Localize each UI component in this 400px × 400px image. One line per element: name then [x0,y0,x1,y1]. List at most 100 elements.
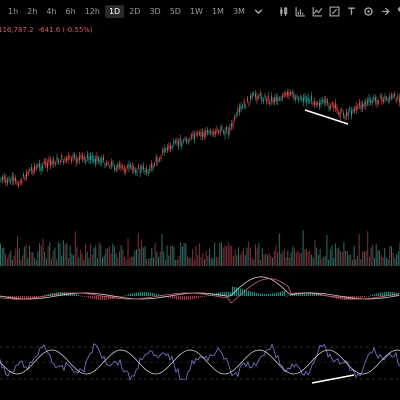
volume-pane [0,230,400,266]
timeframe-2h[interactable]: 2h [27,6,38,16]
price-candle [346,111,348,116]
price-candle [91,155,93,160]
volume-bar [309,250,311,266]
text-icon[interactable] [346,5,357,17]
timeframe-1h[interactable]: 1h [8,6,19,16]
price-candle [320,100,322,105]
macd-histogram-bar [120,296,122,297]
volume-bar [232,256,234,266]
volume-bar [200,257,202,266]
timeframe-1d[interactable]: 1D [104,4,125,18]
volume-bar [350,254,352,266]
macd-histogram-bar [84,296,86,297]
price-candle [365,101,367,107]
volume-bar [183,243,185,266]
timeframe-5d[interactable]: 5D [169,6,181,16]
price-candle [370,99,372,103]
volume-bar [338,247,340,266]
price-candle [144,170,146,173]
volume-bar [316,247,318,266]
price-candle [328,105,330,109]
price-candle [299,96,301,99]
price-candle [240,105,242,110]
price-candle [238,107,240,113]
bar-chart-icon[interactable] [295,5,306,17]
volume-bar [122,249,124,266]
share-icon[interactable] [380,5,391,17]
price-candle [147,171,149,174]
volume-bar [134,250,136,266]
volume-bar [287,250,289,266]
price-candle [134,170,136,173]
volume-bar [307,252,309,266]
timeframe-3m[interactable]: 3M [232,6,245,16]
volume-bar [20,259,22,266]
price-candle [307,97,309,101]
volume-bar [236,255,238,266]
volume-bar [396,253,398,266]
price-candle [130,164,132,167]
volume-bar [86,251,88,266]
volume-bar [370,247,372,266]
volume-bar [363,251,365,266]
volume-bar [379,250,381,266]
price-candle [70,158,72,162]
macd-histogram-bar [372,294,374,296]
volume-bar [45,258,47,266]
price-candle [187,140,189,143]
price-candle [128,164,130,169]
replay-icon[interactable] [397,5,400,17]
volume-bar [258,243,260,266]
volume-bar [263,254,265,266]
price-trendline[interactable] [304,109,349,125]
price-candle [72,155,74,159]
price-candle [90,155,92,161]
volume-bar [331,245,333,266]
macd-histogram-bar [280,291,282,296]
timeframe-3d[interactable]: 3D [149,6,161,16]
oscillator-trendline[interactable] [311,374,355,384]
volume-bar [188,258,190,266]
settings-icon[interactable] [363,5,374,17]
volume-bar [153,257,154,266]
volume-bar [270,255,272,266]
timeframe-2d[interactable]: 2D [129,6,141,16]
volume-bar [329,249,331,266]
candlestick-icon[interactable] [278,5,289,17]
price-candle [248,103,250,105]
macd-histogram-bar [98,296,100,300]
macd-histogram-bar [292,294,294,296]
timeframe-1w[interactable]: 1W [189,6,203,16]
volume-bar [253,259,255,266]
macd-histogram-bar [272,293,274,296]
volume-bar [380,255,382,266]
price-candle [3,176,5,180]
draw-tool-icon[interactable] [329,5,340,17]
chevron-down-icon[interactable] [253,5,264,17]
price-candle [398,97,400,103]
macd-histogram-bar [82,296,84,297]
timeframe-1m[interactable]: 1M [211,6,224,16]
macd-histogram-bar [256,293,258,296]
volume-bar [300,252,302,266]
macd-histogram-bar [370,295,372,297]
timeframe-12h[interactable]: 12h [84,6,100,16]
price-candle [114,167,116,170]
timeframe-6h[interactable]: 6h [65,6,76,16]
line-chart-icon[interactable] [312,5,323,17]
volume-bar [227,242,229,266]
macd-histogram-bar [64,292,66,296]
macd-histogram-bar [106,296,108,300]
macd-histogram-bar [158,294,160,296]
price-candle [379,95,381,97]
timeframe-4h[interactable]: 4h [46,6,57,16]
price-candle [126,166,128,168]
volume-bar [171,245,173,266]
volume-bar [73,255,75,266]
macd-histogram-bar [362,296,364,298]
volume-bar [389,246,391,266]
volume-bar [239,254,241,266]
volume-bar [96,258,98,266]
volume-bar [317,255,319,266]
